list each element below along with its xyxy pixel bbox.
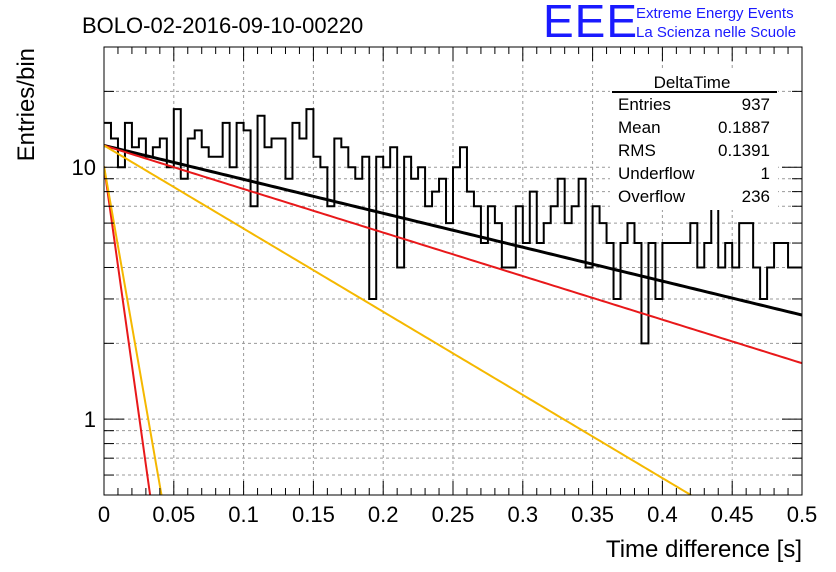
fit-curve [104,165,163,495]
eee-logo-letters: EEE [543,0,639,47]
x-tick-label: 0.45 [711,502,754,527]
x-tick-label: 0.1 [228,502,259,527]
stats-title: DeltaTime [654,73,731,92]
stats-label-overflow: Overflow [618,187,686,206]
histogram-outline [104,108,802,345]
x-tick-label: 0.35 [571,502,614,527]
stats-value-overflow: 236 [742,187,770,206]
x-tick-label: 0.5 [787,502,818,527]
x-tick-label: 0.4 [647,502,678,527]
stats-value-underflow: 1 [761,164,770,183]
histogram-bars [104,108,802,345]
stats-value-rms: 0.1391 [718,141,770,160]
stats-label-rms: RMS [618,141,656,160]
x-tick-label: 0.15 [292,502,335,527]
fit-curve [104,144,802,365]
x-tick-label: 0.3 [508,502,539,527]
x-tick-label: 0.05 [152,502,195,527]
y-tick-label: 1 [84,407,96,432]
eee-logo-line2: La Scienza nelle Scuole [636,24,797,41]
fit-curve [104,144,693,495]
stats-value-entries: 937 [742,95,770,114]
fit-curve [104,143,802,317]
eee-logo: EEE Extreme Energy Events La Scienza nel… [543,0,833,47]
x-tick-label: 0 [98,502,110,527]
stats-value-mean: 0.1887 [718,118,770,137]
plot-frame [103,46,803,496]
stats-label-entries: Entries [618,95,671,114]
x-tick-label: 0.2 [368,502,399,527]
stats-label-underflow: Underflow [618,164,695,183]
stats-box: DeltaTime Entries 937 Mean 0.1887 RMS 0.… [610,70,778,210]
y-axis-label: Entries/bin [13,48,40,161]
x-axis-label: Time difference [s] [606,536,802,563]
y-tick-label: 10 [72,155,96,180]
axes: 0 0.05 0.1 0.15 0.2 0.25 0.3 0.35 0.4 0.45 0.5 1 10 [72,46,818,527]
eee-logo-line1: Extreme Energy Events [636,5,794,22]
chart-title: BOLO-02-2016-09-10-00220 [82,13,363,38]
fit-curves [104,143,802,495]
stats-label-mean: Mean [618,118,661,137]
fit-curve [104,165,152,495]
x-tick-label: 0.25 [432,502,475,527]
